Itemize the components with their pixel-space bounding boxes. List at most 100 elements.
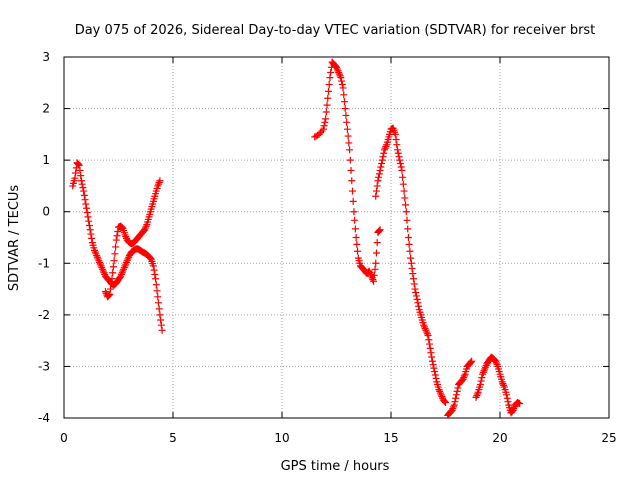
y-tick-label: 2: [42, 102, 50, 116]
data-point: [120, 265, 128, 273]
data-point: [95, 257, 103, 265]
data-point: [427, 349, 435, 357]
data-point: [79, 184, 87, 192]
data-point: [91, 246, 99, 254]
data-point: [318, 127, 326, 135]
x-tick-label: 5: [169, 431, 177, 445]
data-point: [158, 326, 166, 334]
data-point: [399, 173, 407, 181]
y-tick-label: -3: [38, 359, 50, 373]
data-point: [380, 146, 388, 154]
data-point: [503, 391, 511, 399]
data-point: [409, 270, 417, 278]
data-point: [414, 299, 422, 307]
data-point: [398, 166, 406, 174]
data-point: [353, 240, 361, 248]
data-point: [379, 153, 387, 161]
data-point: [340, 91, 348, 99]
data-point: [105, 291, 113, 299]
data-point: [156, 311, 164, 319]
data-point: [413, 295, 421, 303]
series-group: [101, 177, 164, 301]
data-point: [376, 226, 384, 234]
data-point: [423, 328, 431, 336]
data-point: [142, 222, 150, 230]
data-point: [407, 259, 415, 267]
data-point: [365, 267, 373, 275]
data-point: [500, 381, 508, 389]
data-point: [154, 299, 162, 307]
data-point: [380, 149, 388, 157]
data-point: [450, 401, 458, 409]
data-point: [436, 387, 444, 395]
data-point: [319, 125, 327, 133]
data-point: [421, 325, 429, 333]
axis-ticks: [63, 56, 610, 419]
data-point: [371, 265, 379, 273]
data-point: [460, 372, 468, 380]
data-point: [374, 177, 382, 185]
data-point: [449, 405, 457, 413]
data-point: [408, 264, 416, 272]
data-point: [372, 187, 380, 195]
data-point: [351, 225, 359, 233]
data-point: [367, 270, 375, 278]
data-point: [430, 364, 438, 372]
data-point: [156, 177, 164, 185]
data-point: [466, 359, 474, 367]
data-point: [468, 357, 476, 365]
data-point: [369, 276, 377, 284]
data-point: [412, 289, 420, 297]
x-tick-label: 0: [60, 431, 68, 445]
data-point: [335, 68, 343, 76]
data-point: [150, 266, 158, 274]
data-point: [120, 264, 128, 272]
data-point: [93, 253, 101, 261]
data-point: [155, 305, 163, 313]
data-point: [449, 403, 457, 411]
data-point: [121, 262, 129, 270]
data-point: [154, 182, 162, 190]
data-point: [400, 187, 408, 195]
data-point: [157, 321, 165, 329]
data-point: [326, 74, 334, 82]
data-point: [428, 353, 436, 361]
data-point: [117, 272, 125, 280]
data-point: [373, 239, 381, 247]
data-point: [436, 389, 444, 397]
y-axis-label: SDTVAR / TECUs: [7, 185, 22, 292]
data-point: [113, 232, 121, 240]
data-point: [377, 163, 385, 171]
data-point: [96, 258, 104, 266]
data-point: [83, 204, 91, 212]
data-point: [438, 393, 446, 401]
data-point: [339, 84, 347, 92]
x-tick-label: 10: [274, 431, 289, 445]
chart-title: Day 075 of 2026, Sidereal Day-to-day VTE…: [75, 23, 596, 38]
data-point: [86, 226, 94, 234]
data-point: [110, 257, 118, 265]
data-point: [335, 70, 343, 78]
data-point: [405, 240, 413, 248]
data-point: [375, 170, 383, 178]
data-point: [343, 125, 351, 133]
data-point: [432, 374, 440, 382]
data-point: [77, 177, 85, 185]
data-point: [435, 386, 443, 394]
data-point: [320, 122, 328, 130]
data-points: [69, 58, 524, 419]
data-point: [473, 392, 481, 400]
data-point: [401, 194, 409, 202]
data-point: [510, 405, 518, 413]
data-point: [338, 81, 346, 89]
plot-frame: [63, 56, 610, 419]
data-point: [99, 267, 107, 275]
y-tick-label: -2: [38, 308, 50, 322]
series-group: [472, 353, 524, 417]
data-point: [344, 132, 352, 140]
data-point: [84, 213, 92, 221]
data-point: [72, 169, 80, 177]
data-point: [82, 200, 90, 208]
data-point: [349, 197, 357, 205]
